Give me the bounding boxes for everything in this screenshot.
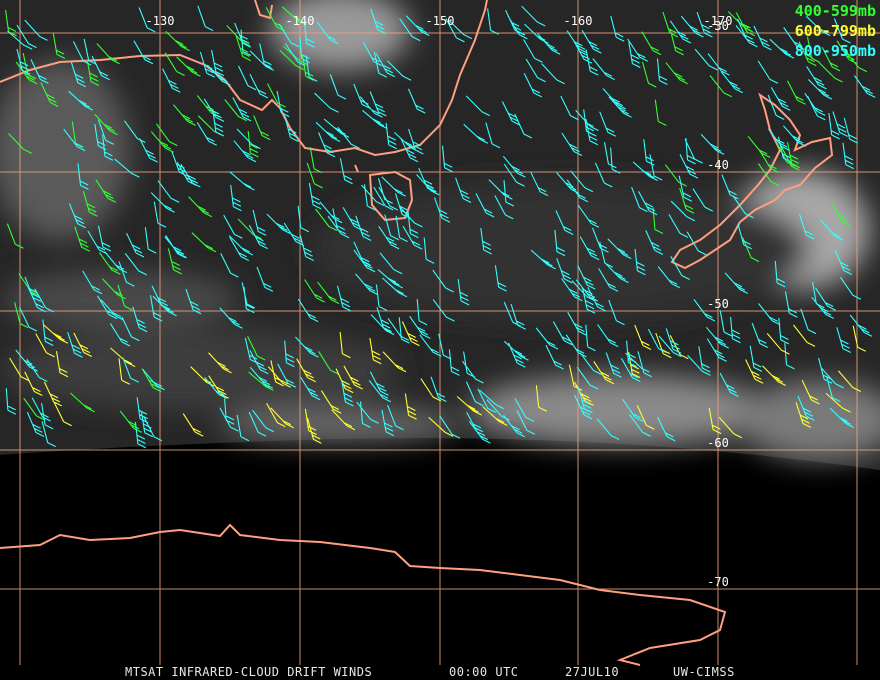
wind-barb-group [5,5,876,449]
footer-time: 00:00 UTC [449,665,519,679]
footer: MTSAT INFRARED-CLOUD DRIFT WINDS 00:00 UT… [125,665,735,679]
footer-date: 27JUL10 [565,665,619,679]
coastlines [0,0,834,666]
latitude-label: -70 [707,575,729,589]
legend-entry: 800-950mb [795,42,876,60]
latitude-label: -30 [707,19,729,33]
latitude-label: -60 [707,436,729,450]
longitude-labels: -130 -140 -150 -160 -170 [146,14,733,28]
longitude-label: -160 [564,14,593,28]
longitude-label: -150 [426,14,455,28]
longitude-label: -140 [286,14,315,28]
latitude-labels: -30 -40 -50 -60 -70 [707,19,729,589]
longitude-label: -130 [146,14,175,28]
footer-title: MTSAT INFRARED-CLOUD DRIFT WINDS [125,665,372,679]
footer-source: UW-CIMSS [673,665,735,679]
latitude-label: -50 [707,297,729,311]
wind-barb-group [9,321,866,444]
legend-entry: 600-799mb [795,22,876,40]
longitude-label: -170 [704,14,733,28]
wind-barbs [5,5,876,449]
legend-entry: 400-599mb [795,2,876,20]
legend: 400-599mb 600-799mb 800-950mb [795,2,876,60]
latitude-label: -40 [707,158,729,172]
graticule [0,0,880,665]
wind-barb-group [5,6,868,433]
